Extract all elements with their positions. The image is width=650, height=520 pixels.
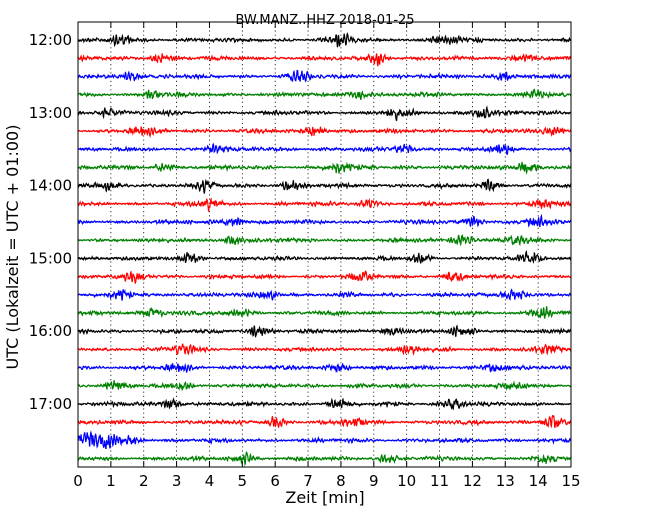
x-tick-label: 12 [463, 472, 482, 490]
x-tick-label: 10 [397, 472, 416, 490]
seismic-trace [77, 306, 572, 319]
seismic-trace [77, 213, 572, 228]
x-tick-label: 7 [303, 472, 313, 490]
x-axis-label: Zeit [min] [285, 488, 364, 507]
seismic-trace [77, 249, 572, 265]
plot-frame [77, 21, 572, 468]
seismic-trace [77, 270, 572, 285]
seismic-trace [77, 451, 572, 467]
x-tick-label: 0 [73, 472, 83, 490]
x-tick-label: 15 [561, 472, 580, 490]
x-tick-label: 4 [205, 472, 215, 490]
seismic-trace [77, 380, 572, 392]
seismic-trace [77, 414, 572, 429]
seismic-trace [77, 88, 572, 101]
y-axis-label: UTC (Lokalzeit = UTC + 01:00) [3, 125, 22, 370]
x-tick-label: 5 [238, 472, 248, 490]
seismic-trace [77, 69, 572, 83]
seismic-trace [77, 32, 572, 48]
y-tick-label: 16:00 [29, 322, 72, 340]
seismic-trace [77, 161, 572, 175]
x-tick-label: 6 [270, 472, 280, 490]
x-tick-label: 14 [529, 472, 548, 490]
seismic-trace [77, 197, 572, 212]
y-tick-label: 14:00 [29, 177, 72, 195]
seismic-traces [77, 32, 572, 467]
seismic-trace [77, 142, 572, 156]
seismic-trace [77, 343, 572, 356]
y-tick-label: 15:00 [29, 249, 72, 267]
seismic-trace [77, 324, 572, 338]
seismic-trace [77, 288, 572, 301]
seismic-trace [77, 397, 572, 411]
seismic-trace [77, 105, 572, 122]
y-tick-label: 17:00 [29, 395, 72, 413]
x-tick-label: 11 [430, 472, 449, 490]
seismic-trace [77, 126, 572, 138]
x-tick-label: 9 [369, 472, 379, 490]
y-tick-label: 13:00 [29, 104, 72, 122]
x-tick-label: 1 [106, 472, 116, 490]
seismic-trace [77, 362, 572, 374]
chart-title: BW.MANZ..HHZ 2018-01-25 [235, 13, 414, 28]
y-tick-label: 12:00 [29, 31, 72, 49]
x-tick-label: 13 [496, 472, 515, 490]
seismic-trace [77, 178, 572, 194]
x-tick-label: 3 [172, 472, 182, 490]
x-tick-label: 8 [336, 472, 346, 490]
seismic-trace [77, 234, 572, 247]
seismic-trace [77, 430, 572, 449]
axis-ticks: 0 1 2 3 4 5 6 7 8 9 10 11 12 13 14 1512:0013:0014:0015:… [29, 22, 581, 490]
seismic-trace [77, 52, 572, 67]
x-tick-label: 2 [139, 472, 149, 490]
